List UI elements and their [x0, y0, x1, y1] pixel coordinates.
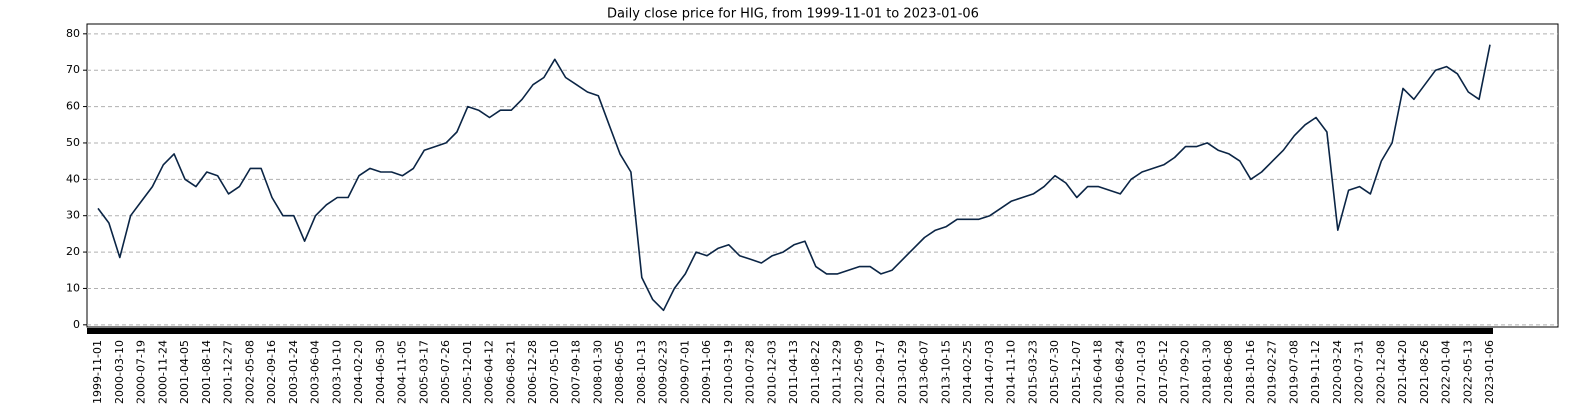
x-tick-label: 2003-10-10 [330, 340, 343, 404]
chart-title: Daily close price for HIG, from 1999-11-… [607, 7, 979, 22]
y-tick-label: 50 [66, 136, 80, 149]
x-tick-label: 2017-05-12 [1157, 340, 1170, 404]
plot-frame [86, 23, 1559, 328]
x-tick-label: 2014-11-10 [1005, 340, 1018, 404]
x-tick-label: 2005-12-01 [461, 340, 474, 404]
x-tick-label: 2015-12-07 [1070, 340, 1083, 404]
x-tick-label: 2006-12-28 [526, 340, 539, 404]
x-tick-label: 2015-07-30 [1048, 340, 1061, 404]
x-tick-label: 1999-11-01 [91, 340, 104, 404]
y-tick-label: 40 [66, 172, 80, 185]
x-tick-label: 2006-04-12 [483, 340, 496, 404]
x-tick-label: 2020-12-08 [1374, 340, 1387, 404]
x-tick-label: 2011-04-13 [787, 340, 800, 404]
x-tick-label: 2001-04-05 [178, 340, 191, 404]
x-tick-label: 2000-11-24 [156, 340, 169, 404]
x-tick-label: 2023-01-06 [1483, 340, 1496, 404]
x-tick-label: 2017-01-03 [1135, 340, 1148, 404]
y-tick-label: 20 [66, 245, 80, 258]
x-tick-label: 2016-04-18 [1092, 340, 1105, 404]
x-tick-label: 2000-07-19 [135, 340, 148, 404]
x-tick-label: 2014-07-03 [983, 340, 996, 404]
x-tick-label: 2020-03-24 [1331, 340, 1344, 404]
x-tick-label: 2008-01-30 [591, 340, 604, 404]
x-tick-label: 2011-08-22 [809, 340, 822, 404]
x-tick-label: 2001-12-27 [222, 340, 235, 404]
x-tick-label: 2014-02-25 [961, 340, 974, 404]
x-tick-label: 2009-02-23 [657, 340, 670, 404]
x-tick-label: 2004-06-30 [374, 340, 387, 404]
x-tick-label: 2002-09-16 [265, 340, 278, 404]
x-tick-label: 2022-01-04 [1440, 340, 1453, 404]
x-tick-label: 2001-08-14 [200, 340, 213, 404]
x-tick-label: 2005-03-17 [417, 340, 430, 404]
x-tick-label: 2016-08-24 [1113, 340, 1126, 404]
x-tick-label: 2018-01-30 [1200, 340, 1213, 404]
x-tick-label: 2021-04-20 [1396, 340, 1409, 404]
x-tick-label: 2020-07-31 [1353, 340, 1366, 404]
y-tick-label: 60 [66, 100, 80, 113]
x-tick-label: 2010-03-19 [722, 340, 735, 404]
y-tick-label: 30 [66, 209, 80, 222]
x-tick-label: 2004-11-05 [396, 340, 409, 404]
x-tick-label: 2007-05-10 [548, 340, 561, 404]
tick-band [87, 328, 1493, 334]
x-tick-label: 2017-09-20 [1179, 340, 1192, 404]
x-tick-label: 2002-05-08 [243, 340, 256, 404]
x-tick-label: 2021-08-26 [1418, 340, 1431, 404]
x-tick-label: 2010-12-03 [765, 340, 778, 404]
x-tick-label: 2009-07-01 [678, 340, 691, 404]
x-tick-label: 2009-11-06 [700, 340, 713, 404]
y-tick-label: 80 [66, 27, 80, 40]
x-tick-label: 2012-09-17 [874, 340, 887, 404]
x-tick-label: 2007-09-18 [570, 340, 583, 404]
x-tick-label: 2018-10-16 [1244, 340, 1257, 404]
x-tick-label: 2015-03-23 [1026, 340, 1039, 404]
x-tick-label: 2010-07-28 [744, 340, 757, 404]
x-tick-label: 2013-06-07 [918, 340, 931, 404]
y-tick-label: 10 [66, 281, 80, 294]
price-line [97, 44, 1491, 312]
x-tick-label: 2008-10-13 [635, 340, 648, 404]
x-tick-label: 2019-02-27 [1266, 340, 1279, 404]
x-tick-label: 2000-03-10 [113, 340, 126, 404]
x-tick-label: 2003-01-24 [287, 340, 300, 404]
x-tick-label: 2003-06-04 [309, 340, 322, 404]
x-tick-label: 2022-05-13 [1461, 340, 1474, 404]
x-tick-label: 2006-08-21 [504, 340, 517, 404]
y-tick-label: 0 [73, 318, 80, 331]
x-tick-label: 2019-11-12 [1309, 340, 1322, 404]
x-tick-label: 2008-06-05 [613, 340, 626, 404]
x-tick-label: 2004-02-20 [352, 340, 365, 404]
x-tick-label: 2013-01-29 [896, 340, 909, 404]
x-tick-label: 2013-10-15 [939, 340, 952, 404]
x-tick-label: 2019-07-08 [1287, 340, 1300, 404]
x-tick-label: 2005-07-26 [439, 340, 452, 404]
y-tick-label: 70 [66, 63, 80, 76]
x-tick-label: 2018-06-08 [1222, 340, 1235, 404]
x-tick-label: 2012-05-09 [852, 340, 865, 404]
x-tick-label: 2011-12-29 [831, 340, 844, 404]
